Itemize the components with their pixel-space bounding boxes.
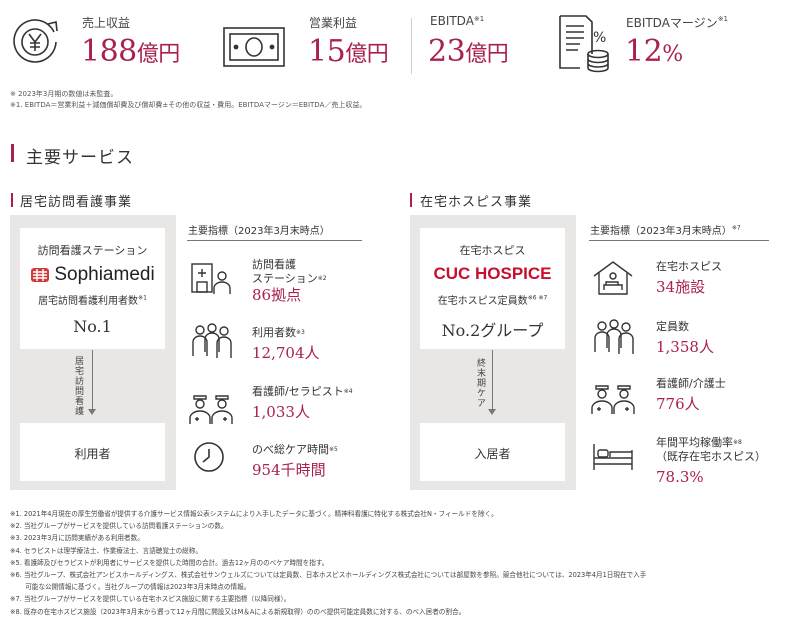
service-brand-box: 訪問看護ステーション Sophiamedi 居宅訪問看護利用者数※1 No.1 <box>20 228 165 349</box>
service-title-bar <box>11 193 13 207</box>
flow-arrow-head <box>88 409 96 415</box>
kpi-value: 12% <box>625 34 683 69</box>
kpi-label: EBITDAマージン※1 <box>626 15 729 30</box>
indicator-value: 86拠点 <box>252 286 302 304</box>
box-line: 在宅ホスピス <box>459 244 526 257</box>
clock-icon <box>193 441 225 473</box>
nurse-station-icon <box>190 262 232 296</box>
kpi-ebitda: EBITDA※1 23億円 <box>426 6 546 76</box>
service-title: 在宅ホスピス事業 <box>420 195 533 210</box>
cuc-hospice-logo: CUC HOSPICE <box>433 264 552 283</box>
sophiamedi-logo: Sophiamedi <box>20 264 165 286</box>
kpi-value: 188億円 <box>81 34 180 69</box>
indicator-label: のべ総ケア時間※5 <box>252 443 338 456</box>
indicator-value: 1,358人 <box>656 338 714 356</box>
footnote: ※2. 当社グループがサービスを提供している訪問看護ステーションの数。 <box>10 522 228 531</box>
yen-coin-up-icon <box>8 12 64 68</box>
banknote-icon <box>222 26 286 68</box>
indicator-label: 訪問看護 ステーション※2 <box>252 258 327 285</box>
service-title: 居宅訪問看護事業 <box>20 195 133 210</box>
sophiamedi-logo-icon <box>31 268 50 282</box>
indicator-value: 954千時間 <box>252 461 326 479</box>
svg-text:%: % <box>593 30 606 46</box>
indicator-value: 1,033人 <box>252 403 310 421</box>
kpi-label: 営業利益 <box>309 16 358 30</box>
indicator-label: 利用者数※3 <box>252 326 305 339</box>
indicators-rule <box>589 240 769 241</box>
section-title: 主要サービス <box>26 148 134 168</box>
indicators-head: 主要指標（2023年3月末時点）※7 <box>590 224 741 237</box>
hospice-house-icon <box>592 260 634 296</box>
indicator-label: 在宅ホスピス <box>656 260 722 273</box>
nurses-icon <box>590 380 636 416</box>
bed-icon <box>592 442 634 472</box>
indicator-value: 34施設 <box>656 278 706 296</box>
bottom-label: 入居者 <box>474 447 511 461</box>
footnote: ※1. 2021年4月現在の厚生労働省が提供する介護サービス情報公表システムによ… <box>10 510 498 518</box>
service-bottom-box: 入居者 <box>420 423 565 481</box>
indicator-label: 看護師/介護士 <box>656 377 726 390</box>
box-line: 居宅訪問看護利用者数※1 <box>38 294 147 307</box>
kpi-note: ※ 2023年3月期の数値は未監査。 <box>10 90 118 98</box>
indicators-rule <box>187 240 362 241</box>
kpi-divider <box>411 18 412 74</box>
bottom-label: 利用者 <box>74 447 111 461</box>
kpi-sales: 売上収益 188億円 <box>8 6 208 76</box>
document-coins-percent-icon: % <box>556 12 614 74</box>
section-title-bar <box>11 144 14 162</box>
flow-arrow <box>92 350 93 412</box>
kpi-label: EBITDA※1 <box>430 14 485 28</box>
kpi-value: 15億円 <box>308 34 389 69</box>
footnote: 可能な公開情報に基づく。当社グループの情報は2023年3月末時点の情報。 <box>10 583 251 592</box>
footnote: ※7. 当社グループがサービスを提供している在宅ホスピス施設に関する主要指標（以… <box>10 595 291 604</box>
box-line: 訪問看護ステーション <box>37 244 148 257</box>
kpi-ebitda-margin: % EBITDAマージン※1 12% <box>556 6 796 76</box>
footnotes: ※1. 2021年4月現在の厚生労働省が提供する介護サービス情報公表システムによ… <box>10 508 646 618</box>
indicator-label: 年間平均稼働率※8 （既存在宅ホスピス） <box>656 436 766 463</box>
nurses-icon <box>188 390 234 426</box>
flow-arrow <box>492 350 493 412</box>
flow-arrow-head <box>488 409 496 415</box>
kpi-note: ※1. EBITDA＝営業利益＋減価償却費及び償却費±その他の収益・費用。EBI… <box>10 101 367 109</box>
box-line: 在宅ホスピス定員数※6 ※7 <box>437 294 548 307</box>
kpi-value: 23億円 <box>428 34 509 69</box>
users-group-icon <box>592 318 636 358</box>
footnote: ※6. 当社グループ、株式会社アンビスホールディングス、株式会社サンウェルズにつ… <box>10 571 647 580</box>
kpi-label: 売上収益 <box>82 16 131 30</box>
flow-label: 居宅訪問看護 <box>73 356 83 416</box>
rank: No.1 <box>73 317 112 336</box>
indicator-value: 78.3% <box>656 468 704 486</box>
indicator-value: 12,704人 <box>252 344 320 362</box>
footnote: ※4. セラピストは理学療法士、作業療法士、言語聴覚士の総称。 <box>10 546 202 555</box>
users-group-icon <box>190 322 234 362</box>
indicator-label: 定員数 <box>656 320 689 333</box>
service-title-bar <box>410 193 412 207</box>
indicators-head: 主要指標（2023年3月末時点） <box>188 226 330 237</box>
footnote: ※8. 既存の在宅ホスピス施設（2023年3月末から遡って12ヶ月間に開設又はM… <box>10 607 466 616</box>
kpi-operating-profit: 営業利益 15億円 <box>222 6 412 76</box>
brand-name: Sophiamedi <box>54 264 155 285</box>
rank: No.2グループ <box>441 321 544 340</box>
footnote: ※5. 看護師及びセラピストが利用者にサービスを提供した時間の合計。過去12ヶ月… <box>10 558 329 567</box>
indicator-value: 776人 <box>656 395 700 413</box>
indicator-label: 看護師/セラピスト※4 <box>252 385 353 398</box>
service-brand-box: 在宅ホスピス CUC HOSPICE 在宅ホスピス定員数※6 ※7 No.2グル… <box>420 228 565 349</box>
service-bottom-box: 利用者 <box>20 423 165 481</box>
flow-label: 終末期ケア <box>475 358 485 408</box>
footnote: ※3. 2023年3月に訪問実績がある利用者数。 <box>10 534 144 543</box>
